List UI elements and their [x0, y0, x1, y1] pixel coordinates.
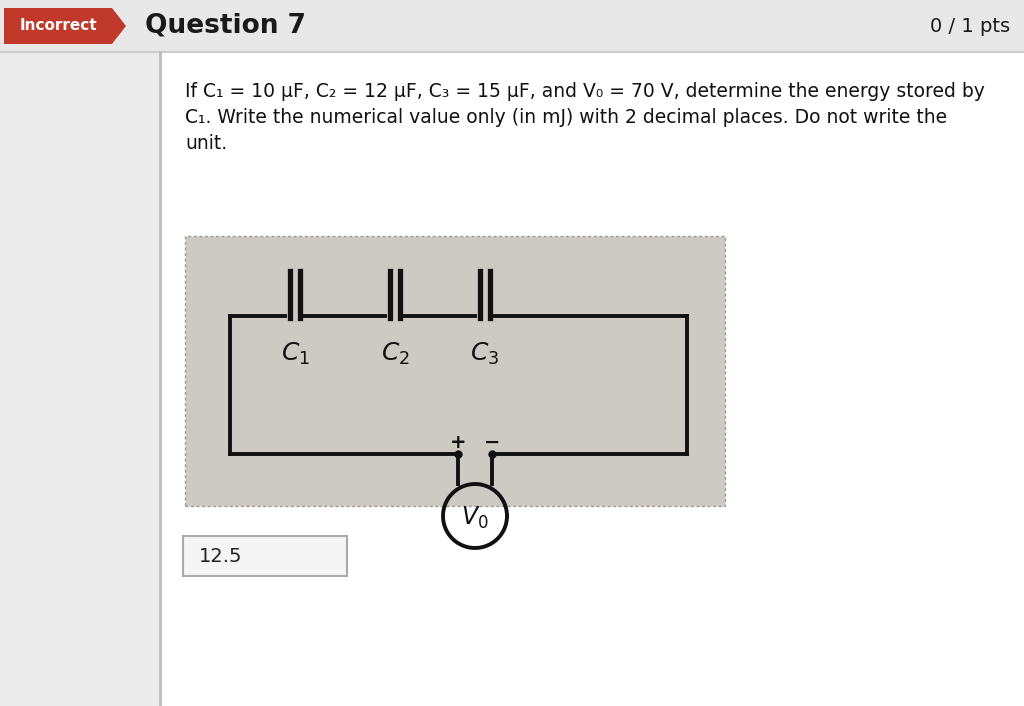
Polygon shape — [4, 8, 126, 44]
Text: If C₁ = 10 μF, C₂ = 12 μF, C₃ = 15 μF, and V₀ = 70 V, determine the energy store: If C₁ = 10 μF, C₂ = 12 μF, C₃ = 15 μF, a… — [185, 82, 985, 101]
Text: $V_0$: $V_0$ — [461, 505, 488, 531]
Text: −: − — [483, 433, 500, 452]
Bar — [185, 236, 725, 506]
Text: Question 7: Question 7 — [145, 13, 306, 39]
Text: C₁. Write the numerical value only (in mJ) with 2 decimal places. Do not write t: C₁. Write the numerical value only (in m… — [185, 108, 947, 127]
Text: $\mathit{C_3}$: $\mathit{C_3}$ — [470, 341, 500, 367]
Text: 0 / 1 pts: 0 / 1 pts — [930, 16, 1010, 35]
Text: 12.5: 12.5 — [199, 546, 243, 566]
Text: $\mathit{C_1}$: $\mathit{C_1}$ — [281, 341, 309, 367]
Text: $\mathit{C_2}$: $\mathit{C_2}$ — [381, 341, 410, 367]
Bar — [161, 52, 1024, 706]
FancyBboxPatch shape — [183, 536, 347, 576]
Text: Incorrect: Incorrect — [19, 18, 97, 33]
Bar — [0, 0, 1024, 52]
Text: +: + — [450, 433, 466, 452]
Text: unit.: unit. — [185, 134, 227, 153]
